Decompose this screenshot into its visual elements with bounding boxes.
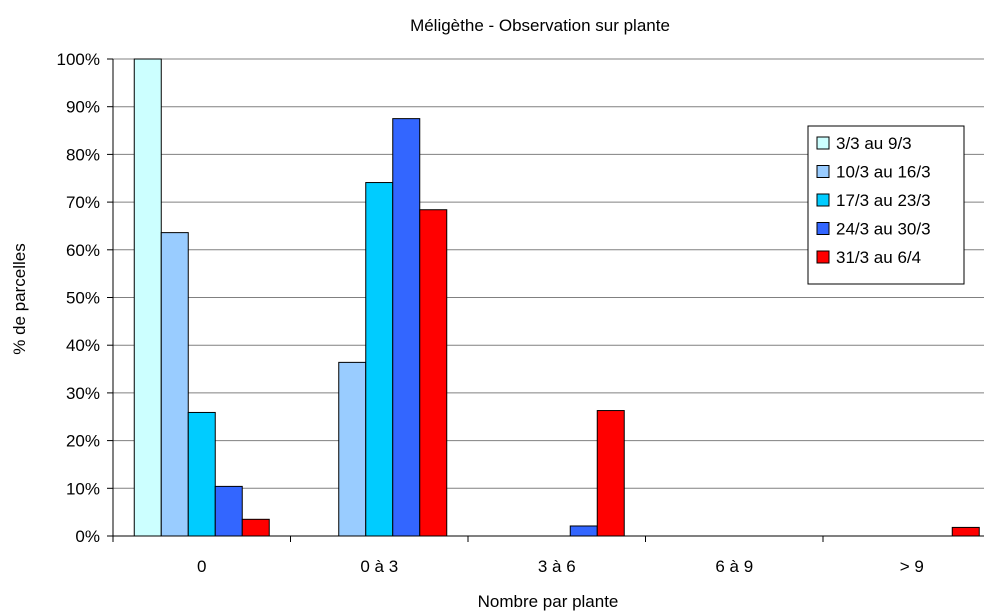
x-tick-label: 0 à 3 — [360, 557, 398, 576]
y-tick-label: 90% — [66, 98, 100, 117]
y-tick-label: 80% — [66, 145, 100, 164]
legend-label: 3/3 au 9/3 — [836, 134, 912, 153]
bar — [160, 232, 189, 537]
y-tick-label: 70% — [66, 193, 100, 212]
legend-swatch — [816, 222, 830, 235]
chart-title: Méligèthe - Observation sur plante — [410, 16, 670, 35]
legend-swatch — [816, 193, 830, 207]
y-tick-labels: 0% 10% 20% 30% 40% 50% 60% 70% 80% 90% 100% — [57, 50, 100, 546]
bar — [365, 182, 394, 537]
x-tick-label: > 9 — [900, 557, 924, 576]
x-tick-label: 6 à 9 — [715, 557, 753, 576]
bar — [569, 525, 598, 537]
x-tick-labels: 0 0 à 3 3 à 6 6 à 9 > 9 — [197, 557, 924, 576]
bar — [419, 209, 448, 537]
y-tick-label: 60% — [66, 241, 100, 260]
bar — [214, 485, 243, 537]
y-axis-label: % de parcelles — [10, 243, 29, 355]
legend-label: 24/3 au 30/3 — [836, 220, 931, 239]
y-tick-label: 100% — [57, 50, 100, 69]
y-tick-label: 50% — [66, 289, 100, 308]
legend: 3/3 au 9/3 10/3 au 16/3 17/3 au 23/3 24/3 a… — [807, 125, 965, 285]
x-tick-label: 3 à 6 — [538, 557, 576, 576]
bar — [133, 58, 162, 537]
bar — [187, 411, 216, 537]
x-tick-label: 0 — [197, 557, 206, 576]
y-tick-label: 0% — [75, 527, 100, 546]
y-tick-label: 30% — [66, 384, 100, 403]
legend-swatch — [816, 165, 830, 178]
bar — [596, 410, 625, 537]
bar — [241, 518, 270, 537]
y-tick-label: 40% — [66, 336, 100, 355]
bar — [392, 118, 421, 537]
x-axis-label: Nombre par plante — [478, 592, 619, 611]
y-tick-label: 10% — [66, 479, 100, 498]
legend-box — [807, 125, 965, 285]
legend-swatch — [816, 136, 830, 150]
legend-swatch — [816, 250, 830, 264]
bar — [951, 526, 980, 537]
gridlines — [113, 58, 984, 489]
legend-label: 31/3 au 6/4 — [836, 248, 921, 267]
y-tick-label: 20% — [66, 432, 100, 451]
axes — [107, 58, 984, 542]
bar — [338, 361, 367, 537]
legend-label: 17/3 au 23/3 — [836, 191, 931, 210]
legend-label: 10/3 au 16/3 — [836, 163, 931, 182]
